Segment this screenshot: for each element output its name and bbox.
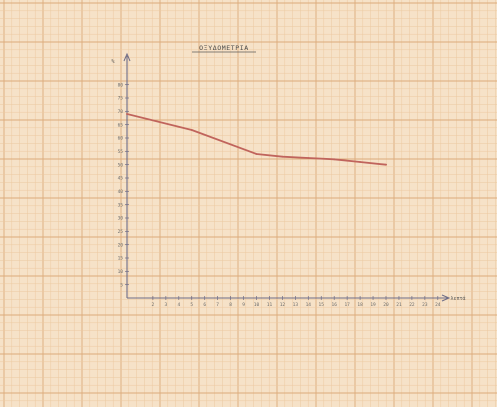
x-tick-label: 11 (267, 302, 273, 308)
x-tick-label: 7 (216, 302, 219, 308)
chart-axes (123, 52, 451, 302)
x-tick-label: 17 (344, 302, 350, 308)
chart-title: ΟΞΥΔΟΜΕΤΡΙΑ (199, 44, 249, 52)
x-tick-label: 6 (203, 302, 206, 308)
data-point (359, 161, 361, 163)
x-tick-label: 21 (396, 302, 402, 308)
x-axis-arrow-icon (441, 294, 451, 302)
x-tick-label: 23 (422, 302, 428, 308)
x-tick-label: 14 (306, 302, 312, 308)
y-tick-label: 65 (118, 122, 124, 128)
y-tick-label: 55 (118, 149, 124, 155)
data-point (385, 163, 387, 166)
data-point (190, 129, 193, 131)
data-point (281, 155, 284, 158)
x-tick-label: 15 (319, 302, 325, 308)
y-axis-label: % (111, 59, 114, 65)
y-tick-label: 80 (118, 82, 124, 88)
y-tick-label: 70 (118, 109, 124, 115)
x-tick-label: 10 (254, 302, 260, 308)
y-tick-label: 35 (118, 202, 124, 208)
series-line (126, 113, 387, 166)
x-tick-label: 13 (293, 302, 299, 308)
data-series (126, 113, 387, 166)
x-axis-label: λεπτά (450, 295, 465, 302)
x-tick-label: 18 (357, 302, 363, 308)
y-tick-label: 50 (118, 162, 124, 168)
y-tick-label: 25 (118, 229, 124, 235)
y-tick-label: 60 (118, 136, 124, 142)
y-tick-label: 20 (118, 242, 124, 248)
y-tick-label: 10 (118, 269, 124, 275)
x-tick-label: 3 (164, 302, 167, 308)
x-tick-label: 12 (280, 302, 286, 308)
y-tick-label: 45 (118, 176, 124, 182)
x-tick-label: 16 (331, 302, 337, 308)
x-tick-label: 24 (435, 302, 441, 308)
data-point (307, 157, 310, 159)
x-tick-label: 19 (370, 302, 376, 308)
y-tick-label: 75 (118, 96, 124, 102)
x-tick-label: 20 (383, 302, 389, 308)
data-point (255, 153, 258, 155)
data-point (126, 113, 128, 115)
y-tick-label: 5 (120, 282, 123, 288)
data-point (333, 158, 336, 161)
y-tick-label: 30 (118, 216, 124, 222)
x-tick-label: 2 (152, 302, 155, 308)
x-tick-label: 8 (229, 302, 232, 308)
x-tick-label: 5 (190, 302, 193, 308)
x-tick-label: 4 (177, 302, 180, 308)
y-tick-label: 15 (118, 256, 124, 262)
x-tick-label: 9 (242, 302, 245, 308)
x-tick-label: 22 (409, 302, 415, 308)
y-tick-label: 40 (118, 189, 124, 195)
y-axis-arrow-icon (123, 52, 131, 62)
